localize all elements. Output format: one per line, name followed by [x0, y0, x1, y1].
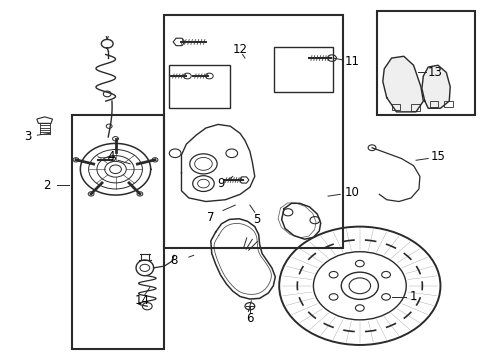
Text: 6: 6: [246, 311, 254, 325]
Circle shape: [113, 136, 119, 141]
Text: 1: 1: [410, 290, 417, 303]
Text: 2: 2: [43, 179, 51, 192]
Text: 9: 9: [217, 177, 224, 190]
Text: 14: 14: [135, 294, 150, 307]
Circle shape: [73, 158, 79, 162]
Text: 12: 12: [233, 42, 247, 55]
Text: 10: 10: [345, 186, 360, 199]
Circle shape: [152, 158, 158, 162]
Circle shape: [88, 192, 94, 196]
Text: 7: 7: [207, 211, 215, 224]
Circle shape: [137, 192, 143, 196]
Text: 11: 11: [345, 55, 360, 68]
Text: 5: 5: [253, 213, 261, 226]
Text: 3: 3: [24, 130, 31, 144]
Text: 8: 8: [171, 254, 178, 267]
Text: 4: 4: [107, 150, 114, 163]
Text: 13: 13: [428, 66, 443, 79]
Text: 15: 15: [431, 150, 445, 163]
Polygon shape: [383, 56, 423, 112]
Polygon shape: [422, 65, 450, 108]
